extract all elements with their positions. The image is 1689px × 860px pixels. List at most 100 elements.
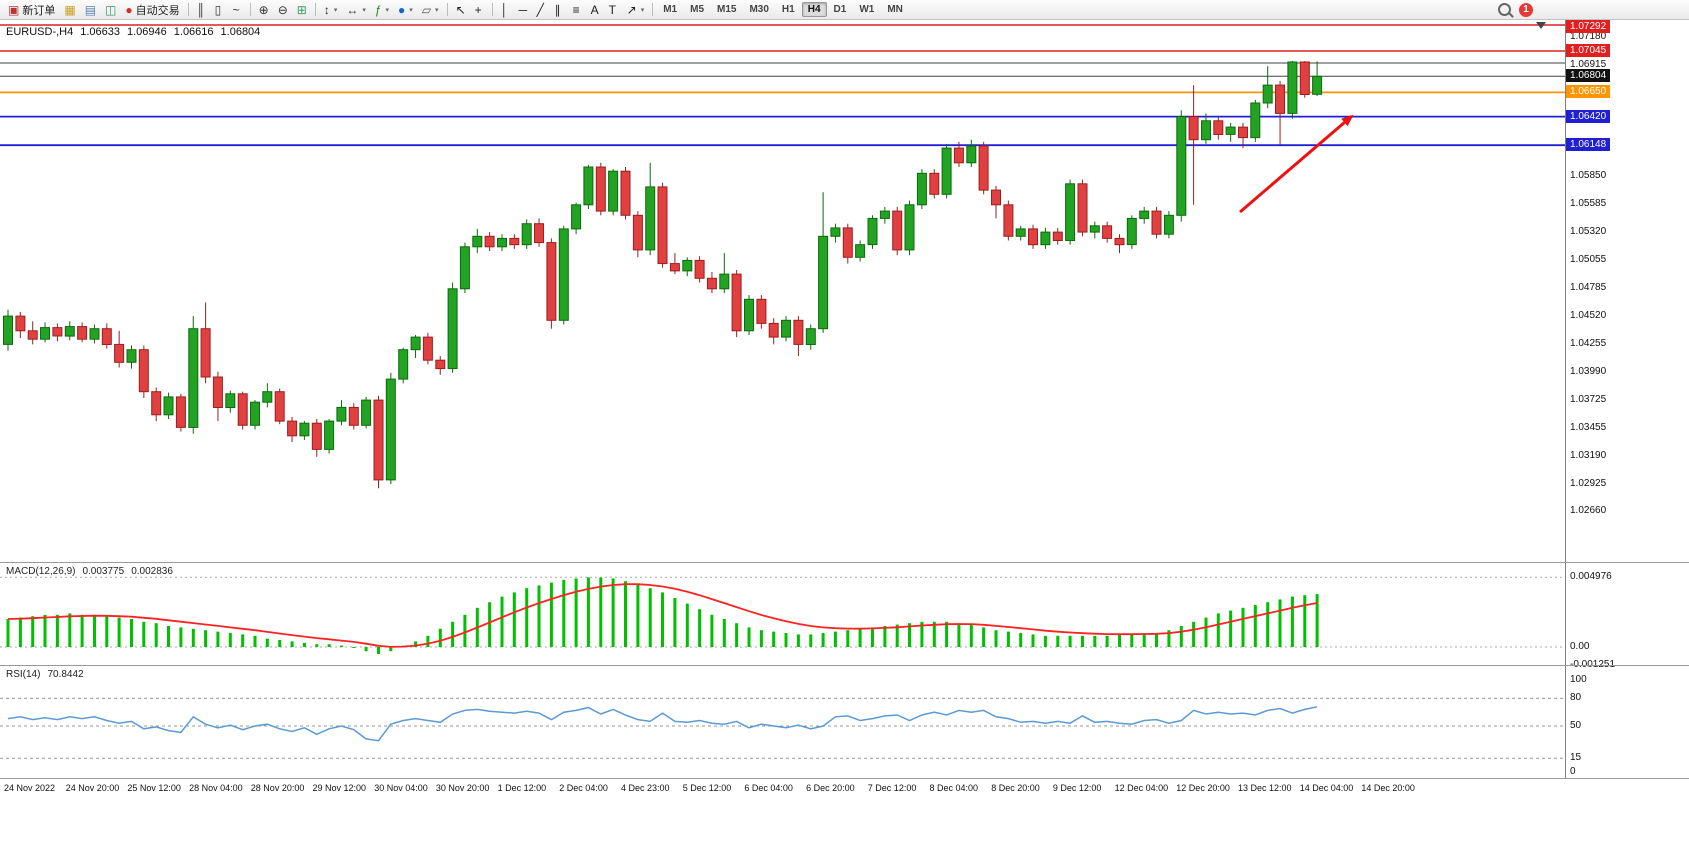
crosshair-button[interactable]: +: [471, 1, 488, 18]
candle-body: [855, 244, 866, 258]
vertical-line-button[interactable]: │: [497, 1, 514, 18]
price-tick: 1.03455: [1570, 421, 1607, 433]
ohlc-low: 1.06616: [173, 26, 214, 38]
candle-body: [793, 319, 804, 345]
macd-histogram-bar: [1093, 635, 1097, 647]
time-label: 7 Dec 12:00: [867, 783, 917, 793]
candle-chart-button[interactable]: ▯: [211, 1, 228, 18]
timeframe-m1[interactable]: M1: [657, 2, 683, 17]
rsi-line: [7, 706, 1318, 742]
candle-body: [497, 237, 507, 248]
macd-histogram-bar: [414, 641, 418, 647]
timeframe-m30[interactable]: M30: [743, 2, 774, 17]
objects-button[interactable]: ● ▾: [394, 1, 417, 18]
macd-panel[interactable]: [0, 562, 1565, 665]
timeframe-w1[interactable]: W1: [853, 2, 880, 17]
cursor-button[interactable]: ↖: [452, 1, 470, 18]
new-order-button[interactable]: ▣ 新订单: [4, 1, 59, 18]
macd-histogram-bar: [278, 640, 282, 647]
macd-histogram-bar: [451, 621, 455, 647]
channel-icon: ∥: [554, 2, 561, 17]
timeframe-h1[interactable]: H1: [776, 2, 801, 17]
toolbar: ▣ 新订单 ▦ ▤ ◫ ● 自动交易 ║ ▯ ~ ⊕ ⊖ ⊞ ↕ ▾ ↔ ▾ ƒ ▾ ● ▾ ▱ ▾ ↖ + │ ─ ╱ ∥ ≡ A T ↗ ▾ …: [0, 0, 1689, 20]
candle-body: [571, 204, 582, 230]
macd-histogram-bar: [1192, 621, 1196, 647]
arrows-icon: ↗: [626, 2, 637, 17]
price-scale[interactable]: 1.07180 1.06915 1.05850 1.05585 1.05320 1.050…: [1565, 20, 1689, 778]
macd-histogram-bar: [68, 613, 72, 647]
print-button[interactable]: ▤: [81, 1, 100, 18]
channel-button[interactable]: ∥: [551, 1, 568, 18]
candle-body: [422, 336, 433, 361]
notification-badge[interactable]: 1: [1519, 2, 1533, 17]
macd-label: MACD(12,26,9) 0.003775 0.002836: [6, 566, 173, 577]
trendline-button[interactable]: ╱: [533, 1, 550, 18]
candle-body: [410, 336, 421, 351]
macd-histogram-bar: [488, 602, 492, 647]
timeframe-mn[interactable]: MN: [881, 2, 909, 17]
zoom-out-button[interactable]: ⊖: [274, 1, 292, 18]
horizontal-line-button[interactable]: ─: [515, 1, 532, 18]
macd-histogram-bar: [1241, 607, 1245, 647]
timeframe-h4[interactable]: H4: [801, 2, 827, 17]
add-indicator-button[interactable]: ƒ ▾: [371, 1, 393, 18]
macd-histogram-bar: [426, 635, 430, 647]
fibonacci-button[interactable]: ≡: [569, 1, 586, 18]
timeframe-m5[interactable]: M5: [684, 2, 710, 17]
chart-window-button[interactable]: ▦: [60, 1, 79, 18]
macd-histogram-bar: [1130, 634, 1134, 647]
time-label: 5 Dec 12:00: [682, 783, 732, 793]
price-label-box: 1.07292: [1566, 20, 1611, 33]
macd-histogram-bar: [710, 614, 714, 647]
indicators-icon: ↕: [323, 2, 330, 17]
rsi-panel-separator[interactable]: [0, 665, 1689, 666]
price-tick: 1.03190: [1570, 449, 1607, 461]
macd-histogram-bar: [1118, 634, 1121, 647]
text-button[interactable]: A: [587, 1, 604, 18]
text-label-button[interactable]: T: [605, 1, 622, 18]
macd-histogram-bar: [55, 614, 59, 647]
macd-histogram-bar: [994, 630, 998, 647]
data-window-button[interactable]: ◫: [101, 1, 120, 18]
price-tick: 1.05320: [1570, 226, 1607, 238]
rsi-panel[interactable]: [0, 665, 1565, 778]
time-scale[interactable]: 24 Nov 2022 24 Nov 20:00 25 Nov 12:00 28 No…: [0, 778, 1689, 800]
macd-histogram-bar: [1266, 602, 1270, 647]
timeframe-m15[interactable]: M15: [711, 2, 742, 17]
periods-button[interactable]: ↔ ▾: [342, 1, 370, 18]
macd-histogram-bar: [661, 592, 664, 647]
autotrading-button[interactable]: ● 自动交易: [121, 1, 183, 18]
price-chart[interactable]: [0, 20, 1565, 562]
macd-histogram-bar: [142, 621, 146, 647]
price-tick: 15: [1570, 752, 1582, 764]
bar-chart-button[interactable]: ║: [193, 1, 210, 18]
trend-arrow[interactable]: [1239, 114, 1354, 214]
candle-body: [1225, 126, 1236, 135]
rsi-label: RSI(14) 70.8442: [6, 669, 84, 680]
time-label: 2 Dec 04:00: [559, 783, 608, 793]
price-tick: 1.06915: [1570, 58, 1607, 70]
candle-body: [744, 298, 754, 332]
chart-shift-marker[interactable]: [1536, 22, 1546, 29]
time-label: 13 Dec 12:00: [1238, 783, 1292, 793]
candle-body: [274, 391, 285, 422]
line-chart-button[interactable]: ~: [229, 1, 246, 18]
timeframe-d1[interactable]: D1: [828, 2, 853, 17]
templates-button[interactable]: ▱ ▾: [418, 1, 443, 18]
indicators-button[interactable]: ↕ ▾: [320, 1, 342, 18]
candle-body: [558, 228, 569, 321]
macd-histogram-bar: [327, 644, 331, 647]
zoom-in-button[interactable]: ⊕: [255, 1, 273, 18]
arrows-button[interactable]: ↗ ▾: [623, 1, 649, 18]
candle-chart-icon: ▯: [214, 2, 222, 17]
macd-histogram-bar: [1216, 613, 1220, 647]
macd-histogram-bar: [377, 647, 380, 654]
macd-histogram-bar: [648, 588, 652, 647]
time-label: 12 Dec 20:00: [1176, 783, 1230, 793]
macd-histogram-bar: [1019, 633, 1023, 647]
candle-body: [237, 393, 248, 426]
macd-panel-separator[interactable]: [0, 562, 1689, 563]
search-icon[interactable]: [1498, 3, 1511, 16]
tile-windows-button[interactable]: ⊞: [293, 1, 311, 18]
chevron-down-icon: ▾: [409, 6, 413, 14]
